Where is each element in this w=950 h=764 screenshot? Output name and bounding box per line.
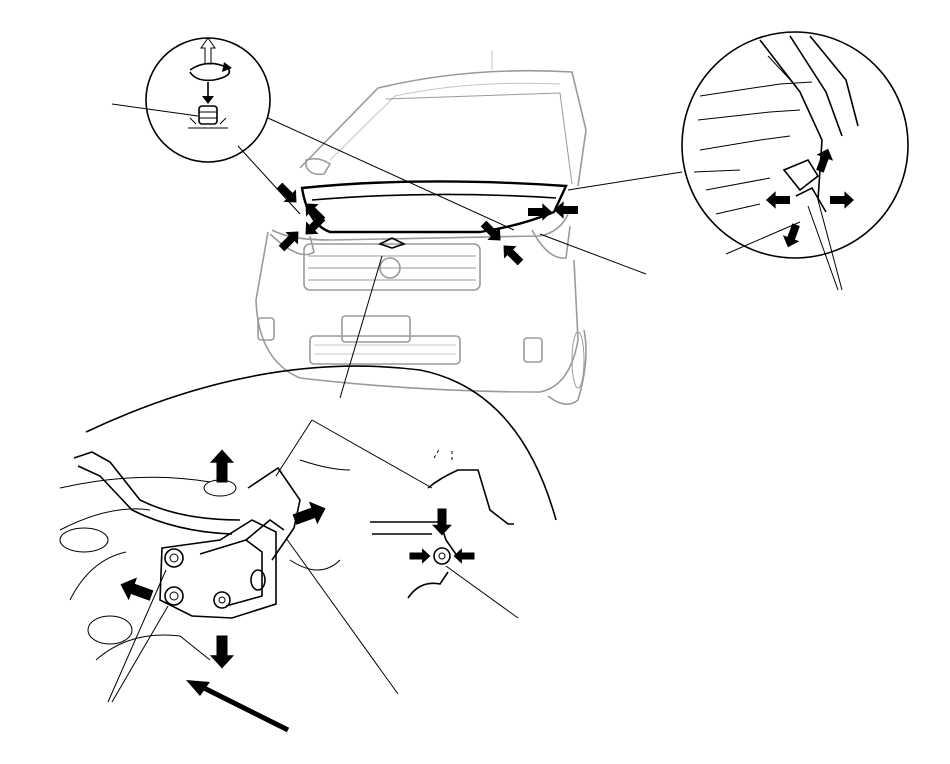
up-arrow-icon	[200, 37, 216, 65]
hood-edge-detail	[539, 31, 909, 291]
push-arrow-icon	[273, 179, 303, 209]
rotate-arrow-icon	[189, 62, 231, 82]
down-arrow-icon	[202, 96, 214, 104]
push-arrow-icon	[497, 239, 527, 269]
hood-hinge-detail	[59, 255, 557, 733]
hood-bumper-detail	[111, 37, 515, 231]
vehicle-front-view	[255, 50, 587, 405]
hood-gap-arrows	[273, 179, 578, 269]
